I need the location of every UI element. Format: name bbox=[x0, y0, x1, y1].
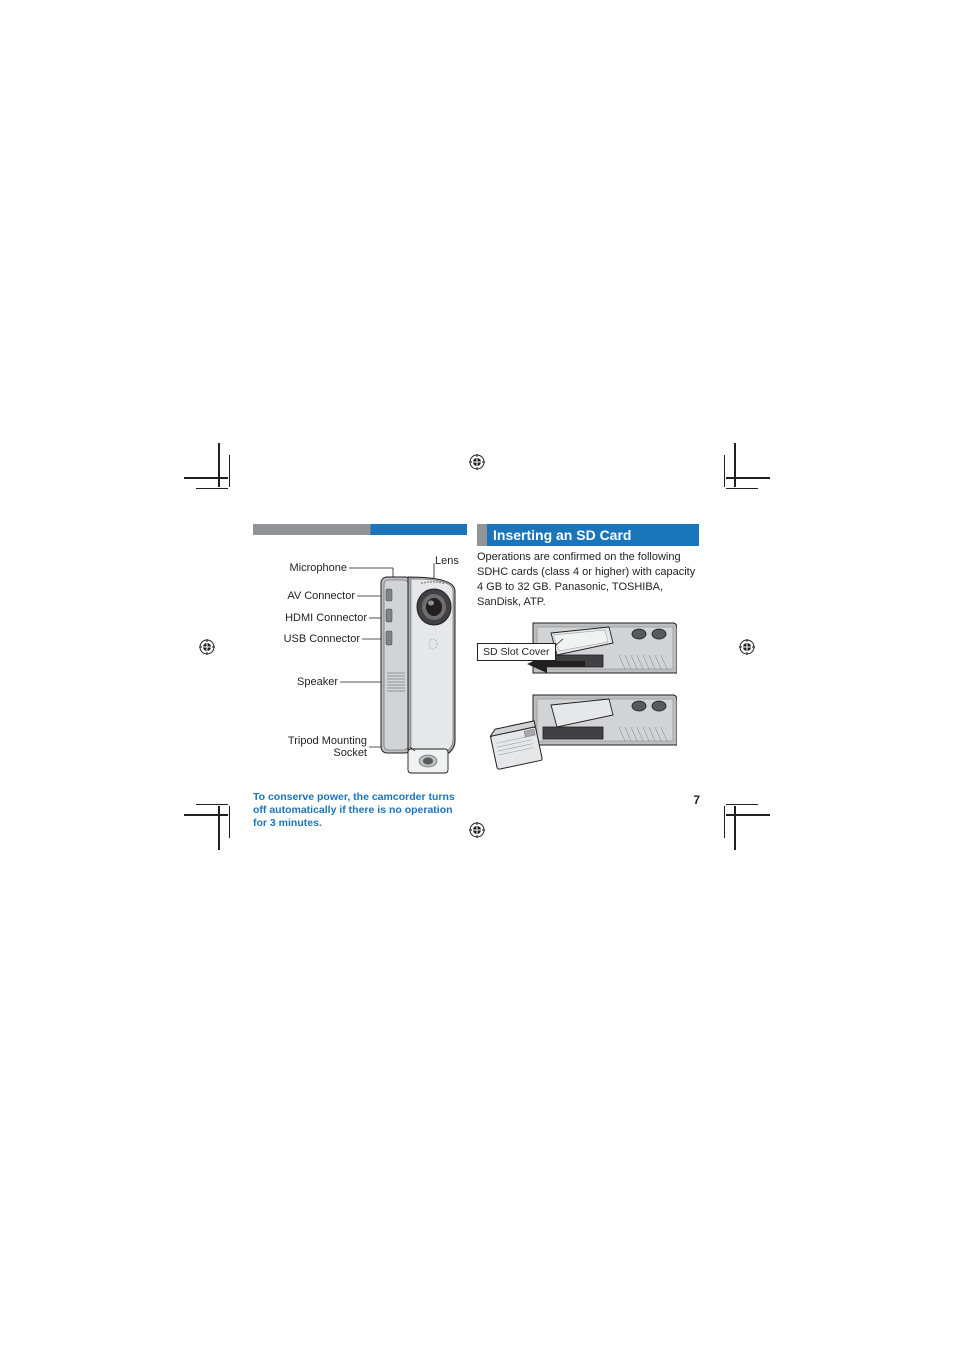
heading-title: Inserting an SD Card bbox=[487, 524, 699, 546]
label-usb: USB Connector bbox=[269, 633, 360, 646]
crop-mark bbox=[734, 443, 736, 487]
crop-mark bbox=[196, 488, 228, 489]
crop-mark bbox=[726, 814, 770, 816]
crop-mark bbox=[218, 443, 220, 487]
page-number: 7 bbox=[693, 793, 700, 807]
sd-slot-cover-label: SD Slot Cover bbox=[477, 643, 556, 661]
crop-mark bbox=[218, 806, 220, 850]
crop-mark bbox=[196, 804, 228, 805]
label-lens: Lens bbox=[435, 555, 459, 568]
section-bar bbox=[253, 524, 467, 535]
crop-mark bbox=[229, 455, 230, 487]
registration-mark-bottom bbox=[469, 822, 485, 838]
label-microphone: Microphone bbox=[281, 562, 347, 575]
registration-mark-top bbox=[469, 454, 485, 470]
power-note: To conserve power, the camcorder turns o… bbox=[253, 791, 467, 830]
section-heading: Inserting an SD Card bbox=[477, 524, 699, 546]
crop-mark bbox=[726, 477, 770, 479]
crop-mark bbox=[724, 806, 725, 838]
crop-mark bbox=[184, 814, 228, 816]
label-tripod-line2: Socket bbox=[333, 747, 367, 759]
label-hdmi: HDMI Connector bbox=[259, 612, 367, 625]
crop-mark bbox=[184, 477, 228, 479]
registration-mark-left bbox=[199, 639, 215, 655]
crop-mark bbox=[229, 806, 230, 838]
label-tripod: Tripod Mounting Socket bbox=[263, 735, 367, 760]
registration-mark-right bbox=[739, 639, 755, 655]
heading-accent bbox=[477, 524, 487, 546]
crop-mark bbox=[726, 488, 758, 489]
label-tripod-line1: Tripod Mounting bbox=[288, 735, 367, 747]
crop-mark bbox=[734, 806, 736, 850]
left-column: Microphone Lens AV Connector HDMI Connec… bbox=[253, 524, 467, 830]
crop-mark bbox=[726, 804, 758, 805]
label-speaker: Speaker bbox=[287, 676, 338, 689]
right-column: Inserting an SD Card Operations are conf… bbox=[477, 524, 699, 771]
sd-body-text: Operations are confirmed on the followin… bbox=[477, 550, 699, 609]
label-av: AV Connector bbox=[269, 590, 355, 603]
camcorder-diagram: Microphone Lens AV Connector HDMI Connec… bbox=[253, 549, 467, 783]
sd-card-figure: SD Slot Cover bbox=[477, 619, 677, 771]
crop-mark bbox=[724, 455, 725, 487]
